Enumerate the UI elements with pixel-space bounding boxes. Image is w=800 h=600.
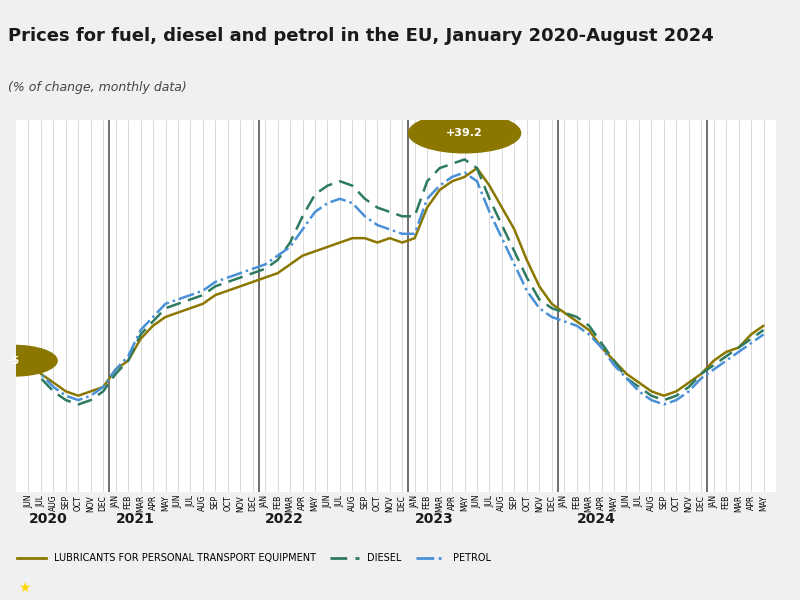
Text: 2022: 2022	[265, 512, 304, 526]
Circle shape	[0, 346, 57, 376]
Text: 2024: 2024	[577, 512, 615, 526]
Legend: LUBRICANTS FOR PERSONAL TRANSPORT EQUIPMENT, DIESEL, PETROL: LUBRICANTS FOR PERSONAL TRANSPORT EQUIPM…	[13, 549, 495, 567]
Text: Prices for fuel, diesel and petrol in the EU, January 2020-August 2024: Prices for fuel, diesel and petrol in th…	[8, 27, 714, 45]
Text: ★: ★	[18, 581, 30, 595]
Text: +39.2: +39.2	[446, 128, 483, 138]
Text: 2020: 2020	[29, 512, 67, 526]
Circle shape	[409, 113, 521, 153]
Text: -5: -5	[7, 356, 20, 366]
Text: 2023: 2023	[414, 512, 454, 526]
Text: 2021: 2021	[116, 512, 154, 526]
Text: (% of change, monthly data): (% of change, monthly data)	[8, 81, 186, 94]
